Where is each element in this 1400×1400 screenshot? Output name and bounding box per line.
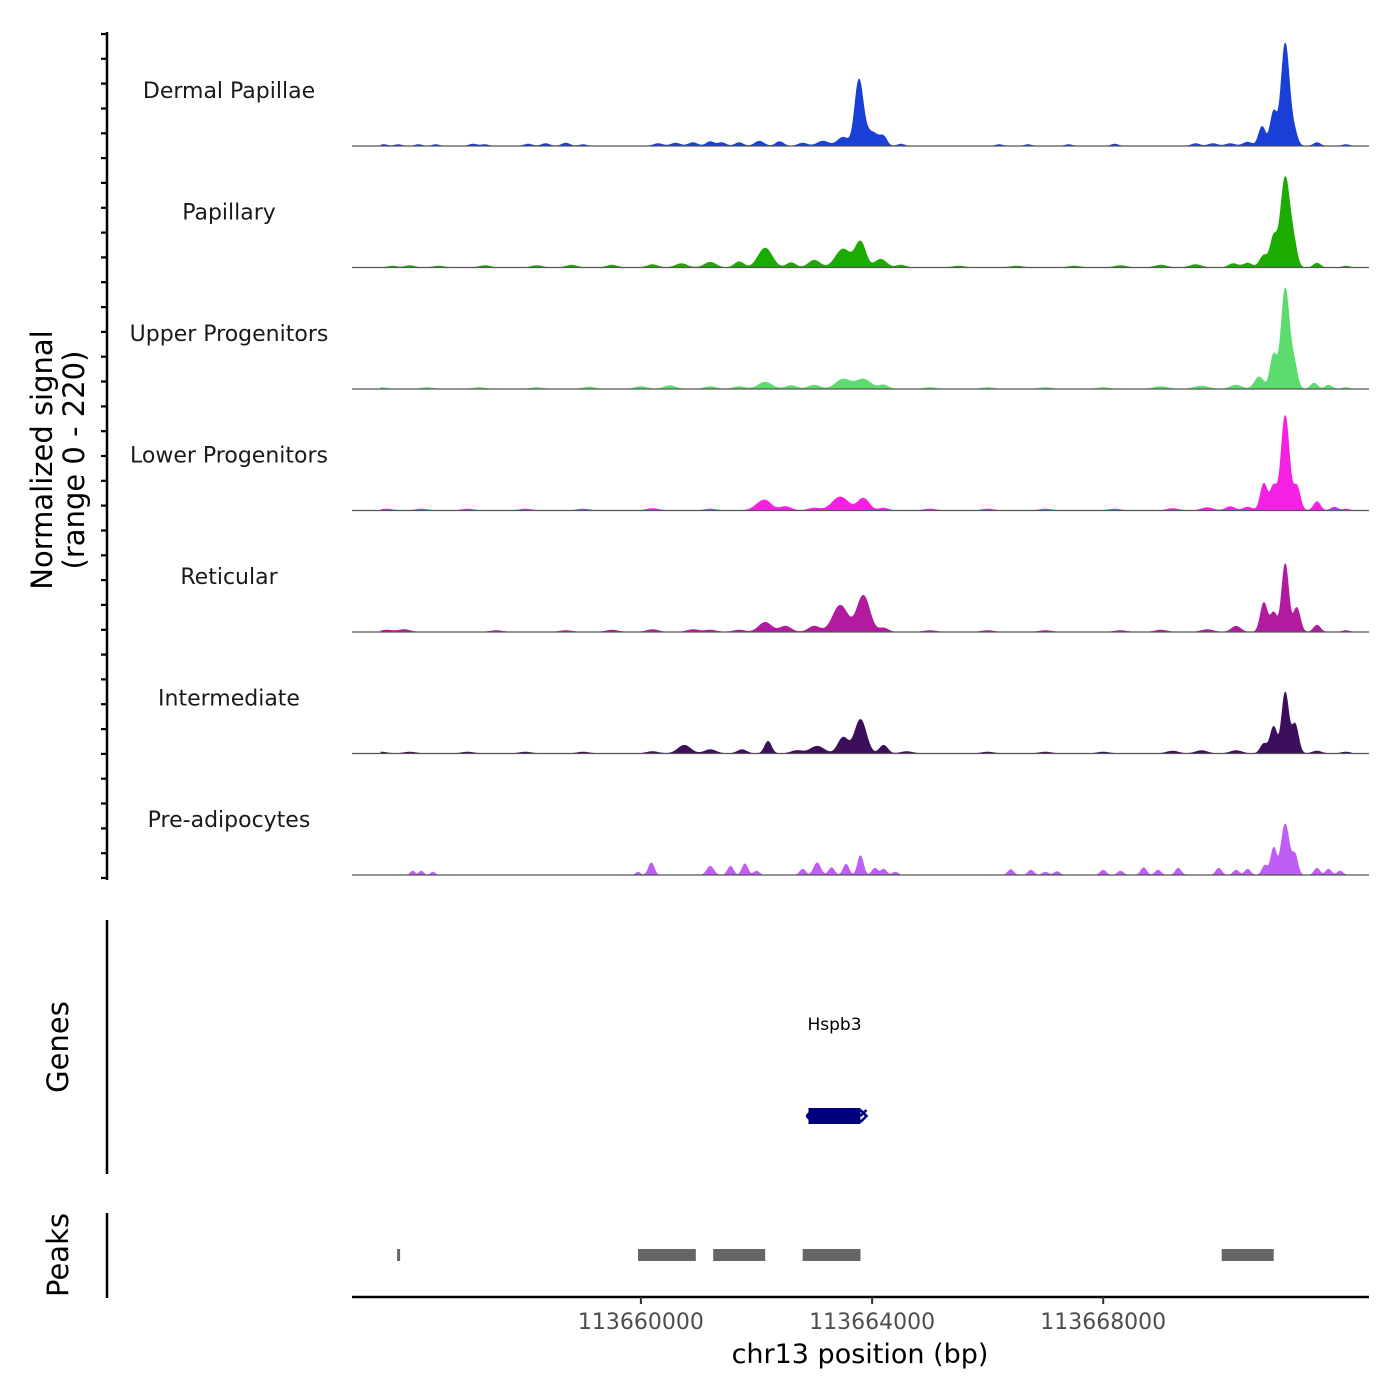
gene-hspb3: Hspb3: [805, 1015, 869, 1124]
x-tick-label: 113668000: [1040, 1310, 1166, 1335]
gene-body: [808, 1108, 861, 1124]
gene-track: Hspb3: [805, 1015, 869, 1124]
track-intermediate: Intermediate: [158, 687, 1369, 755]
coverage-axis-ticks: [101, 32, 107, 880]
track-lower-progenitors: Lower Progenitors: [130, 415, 1369, 512]
signal-area: [380, 42, 1352, 147]
track-pre-adipocytes: Pre-adipocytes: [148, 808, 1369, 876]
track-dermal-papillae: Dermal Papillae: [143, 42, 1369, 147]
track-reticular: Reticular: [180, 563, 1369, 633]
peaks-panel-title: Peaks: [41, 1213, 75, 1297]
peak-region: [1221, 1249, 1274, 1261]
x-tick-label: 113660000: [578, 1310, 704, 1335]
track-label: Upper Progenitors: [130, 322, 329, 347]
y-axis-title-line2: (range 0 - 220): [57, 351, 91, 570]
gene-label: Hspb3: [807, 1015, 861, 1035]
track-label: Pre-adipocytes: [148, 808, 311, 833]
signal-area: [380, 176, 1352, 268]
y-axis-title-line1: Normalized signal: [25, 330, 59, 589]
track-upper-progenitors: Upper Progenitors: [130, 287, 1369, 390]
x-axis-title: chr13 position (bp): [732, 1339, 989, 1370]
track-papillary: Papillary: [182, 176, 1369, 269]
strand-arrow: [859, 1109, 869, 1123]
signal-area: [380, 691, 1352, 754]
genes-panel-title: Genes: [41, 1001, 75, 1093]
x-axis-ticks: 113660000 113664000 113668000: [578, 1297, 1166, 1335]
peak-region: [802, 1249, 861, 1261]
peak-track: [397, 1249, 1274, 1261]
x-tick-label: 113664000: [809, 1310, 935, 1335]
track-label: Intermediate: [158, 687, 300, 712]
signal-area: [380, 823, 1352, 876]
track-label: Lower Progenitors: [130, 444, 328, 469]
coverage-tracks: Dermal Papillae Papillary Upper Progenitor…: [130, 42, 1369, 876]
signal-area: [380, 415, 1352, 511]
signal-area: [380, 563, 1352, 633]
track-label: Reticular: [180, 565, 278, 590]
peak-region: [638, 1249, 696, 1261]
peak-region: [713, 1249, 766, 1261]
signal-area: [380, 287, 1352, 390]
track-label: Dermal Papillae: [143, 79, 315, 104]
track-label: Papillary: [182, 201, 276, 226]
peak-region: [397, 1249, 401, 1261]
gene-start-mark: [805, 1109, 814, 1123]
